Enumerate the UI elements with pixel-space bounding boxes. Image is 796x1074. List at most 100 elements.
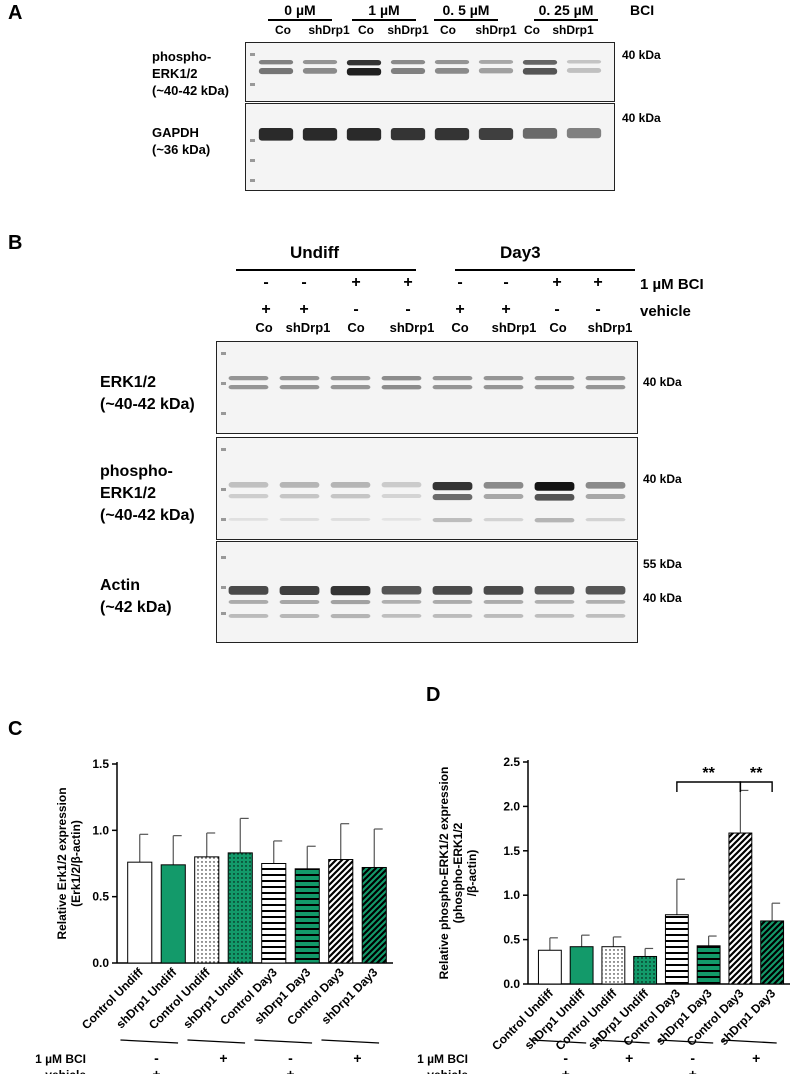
bar [537,949,562,985]
bci-sign: + [552,274,562,291]
bci-sign: - [301,274,307,291]
blot-band [522,60,558,65]
vehicle-sign: - [353,301,359,318]
blot-band [478,128,514,140]
blot-band [390,60,426,65]
blot-band [346,68,382,76]
bar [569,946,594,985]
group-underline [254,1039,313,1044]
lane-label: shDrp1 [552,23,594,37]
blot-band [279,482,320,488]
panel-a-gapdh-blot [245,103,615,191]
lane-label: Co [440,23,456,37]
svg-text:(phospho-ERK1/2: (phospho-ERK1/2 [451,822,465,923]
blot-band [432,482,473,491]
blot-band [381,385,422,390]
bci-sign: + [593,274,603,291]
vehicle-sign: + [299,301,309,318]
group-underline [187,1039,246,1044]
blot-band [381,586,422,595]
panel-b-erk-blot [216,341,638,434]
blot-band [585,385,626,390]
category-label: shDrp1 Day3 [716,986,778,1048]
significance-bracket [739,781,773,792]
blot-band [432,586,473,595]
blot-band [330,518,371,521]
blot-band [483,482,524,489]
blot-band [381,494,422,499]
bar [696,945,721,985]
blot-band [279,376,320,381]
blot-band [534,482,575,491]
panel-b-erk-label: ERK1/2 (~40-42 kDa) [100,374,195,413]
panel-a-bci-label: BCI [630,2,655,18]
blot-band [478,60,514,64]
blot-band [432,494,473,501]
blot-band [434,128,470,141]
chart-c-erk-expression: 0.0 0.5 1.0 1.5 Relative Erk1/2 expression (E… [35,757,393,1074]
concentration-underline [268,19,332,21]
svg-text:(Erk1/2/β-actin): (Erk1/2/β-actin) [69,820,83,907]
vehicle-sign: - [627,1066,632,1074]
blot-band [478,68,514,74]
vehicle-sign: - [221,1066,226,1074]
blot-band [585,376,626,381]
y-tick-label: 1.0 [92,823,109,837]
blot-band [432,600,473,604]
bci-sign: + [351,274,361,291]
blot-band [302,68,338,74]
vehicle-sign: + [689,1066,697,1074]
blot-band [522,128,558,139]
panel-a-blot2-kda: 40 kDa [622,111,661,125]
concentration-label: 0. 25 µM [538,2,594,18]
group-underline [595,1039,650,1044]
blot-band [279,518,320,521]
panel-b-vehicle-row-label: vehicle [640,303,691,320]
blot-band [585,518,626,522]
bci-sign: - [563,1050,568,1066]
group-underline [120,1039,179,1044]
bar [194,856,220,964]
blot-band [381,376,422,381]
concentration-label: 0 µM [284,2,316,18]
svg-text:Relative Erk1/2 expression: Relative Erk1/2 expression [55,787,69,939]
panel-a-blot1-kda: 40 kDa [622,48,661,62]
panel-b-phospho-erk-blot [216,437,638,540]
vehicle-sign: + [152,1066,160,1074]
panel-a-letter: A [8,2,23,24]
blot-band [330,385,371,390]
blot-band [585,614,626,618]
bci-sign: + [625,1050,633,1066]
lane-label: Co [255,320,273,335]
blot-band [585,494,626,499]
blot-band [432,614,473,618]
bar [227,852,253,964]
group-day3-label: Day3 [500,243,541,262]
blot-band [483,518,524,522]
blot-band [330,482,371,488]
blot-band [228,600,269,604]
bar [127,861,153,964]
bar [294,868,320,964]
bci-row-label: 1 µM BCI [35,1052,86,1066]
svg-text:Relative phospho-ERK1/2 expres: Relative phospho-ERK1/2 expression [437,767,451,980]
concentration-label: 0. 5 µM [442,2,490,18]
blot-band [279,614,320,618]
svg-text:/β-actin): /β-actin) [465,850,479,897]
lane-label: shDrp1 [308,23,350,37]
blot-band [302,60,338,65]
panel-b-perk-label: phospho- ERK1/2 (~40-42 kDa) [100,463,195,524]
vehicle-sign: + [286,1066,294,1074]
chart-d-phospho-erk-expression: 0.0 0.5 1.0 1.5 2.0 2.5 Relative phospho-ERK1/… [417,755,790,1074]
group-underline [722,1039,777,1044]
bar [160,864,186,964]
panel-b-actin-kda-40: 40 kDa [643,591,682,605]
vehicle-sign: - [355,1066,360,1074]
blot-band [390,128,426,141]
lane-label: shDrp1 [587,320,633,335]
blot-band [483,385,524,390]
blot-band [381,482,422,488]
blot-band [258,128,294,141]
group-underline [531,1039,587,1044]
bci-sign: - [457,274,463,291]
